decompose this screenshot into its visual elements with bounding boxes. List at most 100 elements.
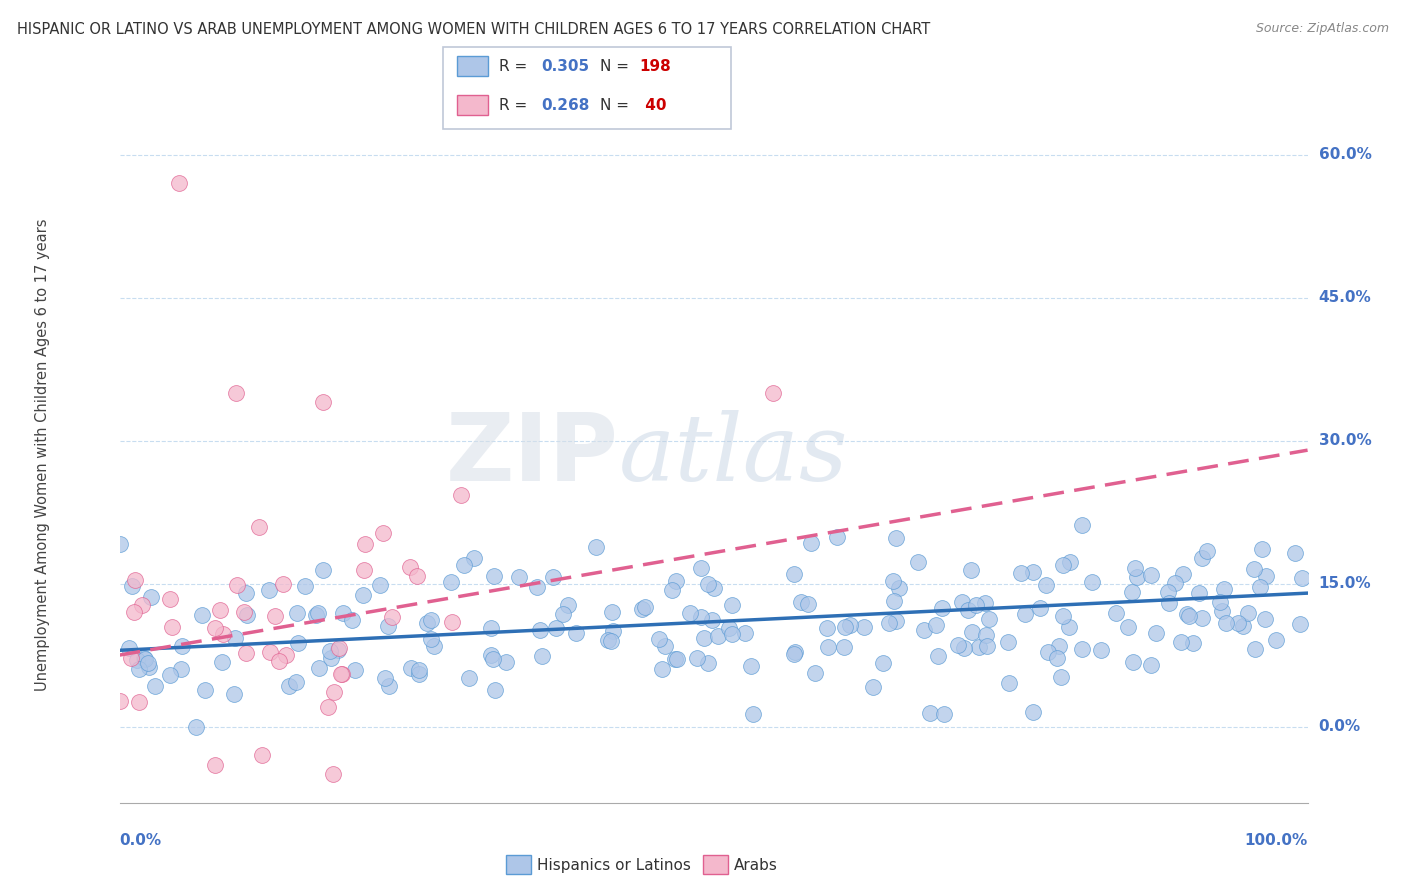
Point: [316, 700, 339, 714]
Point: [557, 598, 579, 612]
Point: [264, 608, 287, 623]
Point: [1170, 635, 1192, 649]
Point: [311, 563, 333, 577]
Point: [585, 541, 607, 555]
Point: [1249, 580, 1271, 594]
Point: [634, 599, 657, 614]
Point: [484, 683, 506, 698]
Text: Arabs: Arabs: [734, 858, 778, 872]
Point: [222, 687, 245, 701]
Point: [553, 607, 575, 622]
Point: [257, 583, 280, 598]
Point: [1071, 641, 1094, 656]
Point: [1289, 616, 1312, 631]
Point: [247, 520, 270, 534]
Point: [440, 574, 463, 589]
Point: [877, 615, 900, 630]
Point: [1191, 551, 1213, 566]
Point: [371, 526, 394, 541]
Point: [1178, 609, 1201, 624]
Point: [194, 683, 217, 698]
Point: [960, 563, 983, 577]
Text: ZIP: ZIP: [446, 409, 619, 501]
Point: [305, 608, 328, 623]
Point: [1035, 577, 1057, 591]
Point: [1052, 558, 1074, 573]
Point: [141, 590, 163, 604]
Point: [287, 635, 309, 649]
Point: [1081, 575, 1104, 590]
Point: [118, 640, 141, 655]
Point: [208, 603, 231, 617]
Point: [957, 603, 980, 617]
Point: [1250, 541, 1272, 556]
Text: Hispanics or Latinos: Hispanics or Latinos: [537, 858, 690, 872]
Point: [862, 680, 884, 694]
Point: [235, 585, 257, 599]
Text: 40: 40: [640, 98, 666, 112]
Point: [329, 666, 352, 681]
Point: [1175, 607, 1198, 621]
Point: [965, 598, 987, 612]
Point: [907, 555, 929, 569]
Point: [1105, 606, 1128, 620]
Point: [269, 654, 291, 668]
Point: [484, 569, 506, 583]
Point: [159, 591, 181, 606]
Point: [762, 386, 785, 401]
Point: [259, 645, 281, 659]
Point: [960, 624, 983, 639]
Point: [696, 656, 718, 670]
Point: [541, 570, 564, 584]
Point: [1244, 641, 1267, 656]
Point: [1047, 639, 1070, 653]
Point: [326, 643, 349, 657]
Point: [1157, 596, 1180, 610]
Point: [600, 605, 623, 619]
Point: [934, 707, 956, 722]
Point: [274, 648, 297, 662]
Point: [1215, 616, 1237, 631]
Point: [1070, 518, 1092, 533]
Point: [665, 652, 688, 666]
Text: Source: ZipAtlas.com: Source: ZipAtlas.com: [1256, 22, 1389, 36]
Point: [799, 536, 821, 550]
Point: [374, 671, 396, 685]
Point: [1090, 643, 1112, 657]
Point: [815, 621, 838, 635]
Point: [544, 621, 567, 635]
Point: [884, 614, 907, 628]
Point: [797, 597, 820, 611]
Point: [128, 662, 150, 676]
Point: [422, 639, 444, 653]
Point: [108, 694, 131, 708]
Point: [121, 579, 143, 593]
Point: [817, 640, 839, 654]
Point: [1010, 566, 1032, 581]
Point: [143, 679, 166, 693]
Point: [128, 696, 150, 710]
Point: [783, 647, 806, 661]
Point: [330, 667, 353, 681]
Point: [1254, 568, 1277, 582]
Point: [481, 652, 503, 666]
Point: [191, 608, 214, 623]
Text: 60.0%: 60.0%: [1319, 147, 1372, 162]
Point: [226, 578, 249, 592]
Point: [495, 655, 517, 669]
Point: [127, 653, 149, 667]
Text: 15.0%: 15.0%: [1319, 576, 1371, 591]
Point: [368, 578, 391, 592]
Point: [420, 632, 443, 647]
Point: [408, 664, 430, 678]
Point: [703, 581, 725, 595]
Point: [167, 176, 190, 190]
Text: HISPANIC OR LATINO VS ARAB UNEMPLOYMENT AMONG WOMEN WITH CHILDREN AGES 6 TO 17 Y: HISPANIC OR LATINO VS ARAB UNEMPLOYMENT …: [17, 22, 931, 37]
Point: [882, 574, 904, 588]
Point: [1116, 620, 1139, 634]
Point: [734, 625, 756, 640]
Point: [377, 680, 399, 694]
Point: [721, 626, 744, 640]
Point: [250, 748, 273, 763]
Point: [132, 651, 155, 665]
